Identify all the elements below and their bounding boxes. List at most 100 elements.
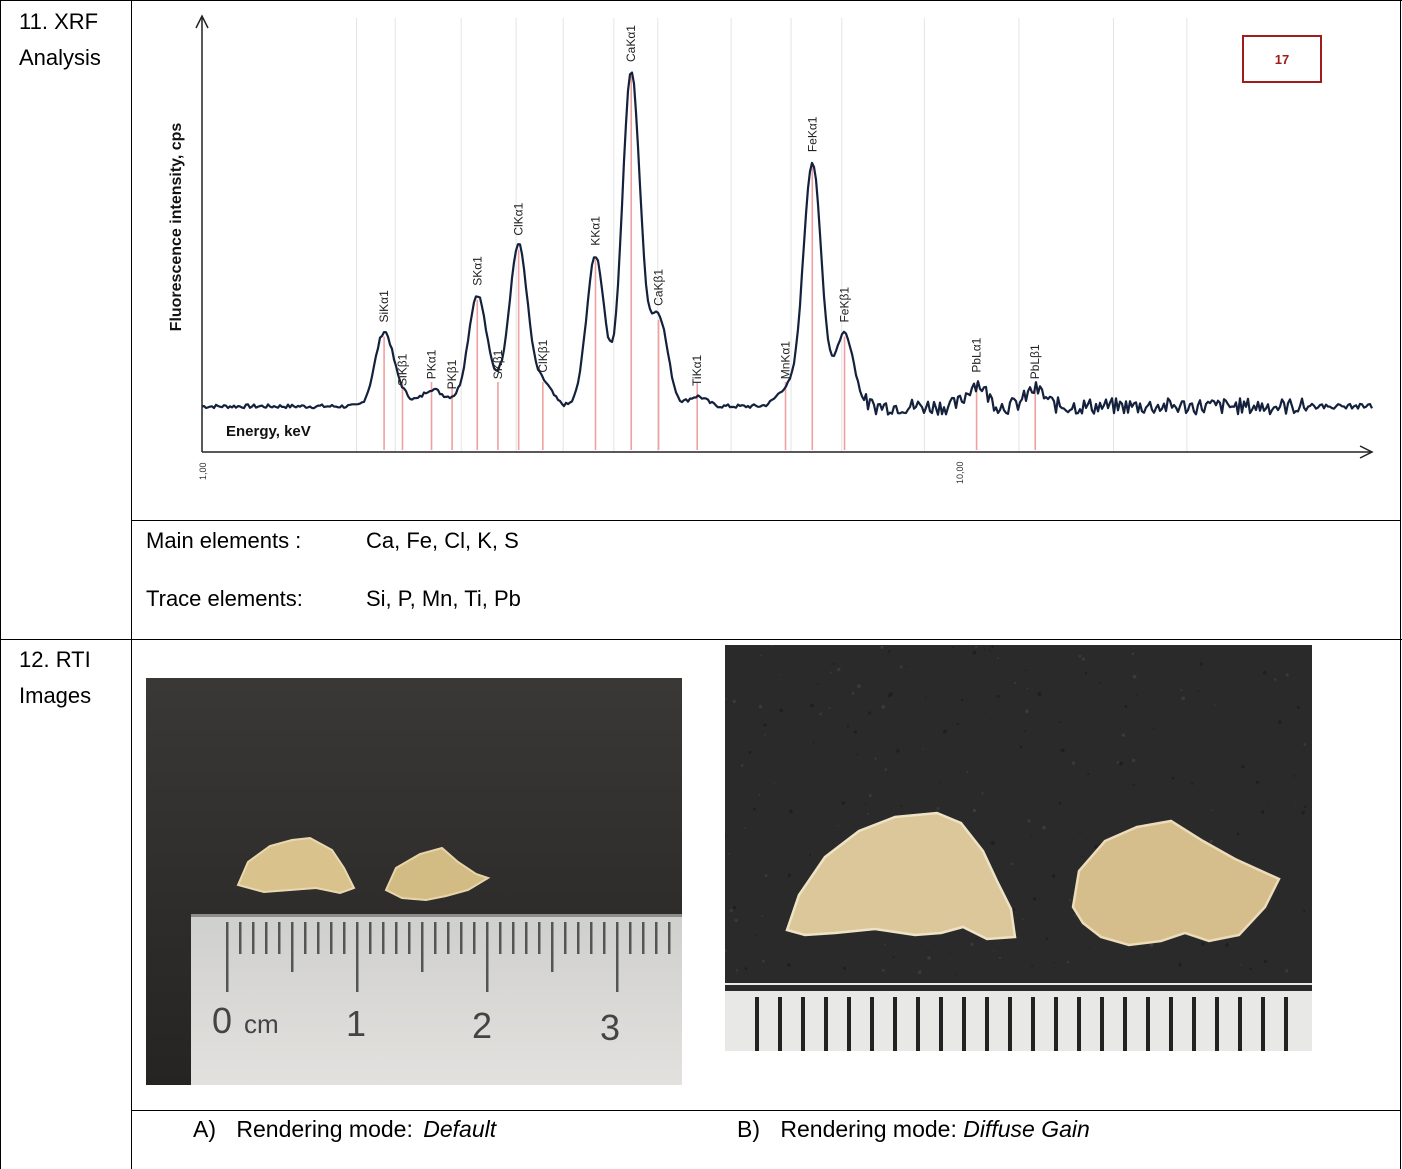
ruler-tick [590, 922, 593, 954]
texture-speck [733, 906, 737, 910]
texture-speck [1303, 909, 1306, 912]
texture-speck [812, 741, 815, 744]
texture-speck [729, 909, 733, 913]
texture-speck [961, 698, 964, 701]
texture-speck [991, 711, 993, 713]
texture-speck [1079, 837, 1081, 840]
ruler-tick [382, 922, 385, 954]
texture-speck [763, 723, 767, 727]
peak-label: PbLβ1 [1028, 344, 1042, 379]
texture-speck [837, 667, 841, 672]
ruler-tick [1192, 997, 1196, 1051]
texture-speck [1078, 654, 1082, 658]
peak-label: SiKα1 [377, 290, 391, 323]
caption-b-text: Rendering mode: [780, 1116, 957, 1142]
peak-label: SKα1 [470, 256, 484, 286]
texture-speck [1278, 720, 1282, 724]
ruler-tick [1008, 997, 1012, 1051]
texture-speck [1240, 963, 1243, 966]
texture-speck [734, 918, 738, 922]
texture-speck [748, 751, 752, 754]
x-axis-label: Energy, keV [226, 423, 311, 440]
texture-speck [1190, 782, 1194, 785]
texture-speck [1267, 804, 1270, 806]
texture-speck [1124, 705, 1128, 709]
texture-speck [868, 794, 872, 797]
peak-label: SiKβ1 [395, 353, 409, 386]
ruler-tick [1169, 997, 1173, 1051]
texture-speck [868, 711, 872, 715]
texture-speck [874, 757, 877, 760]
texture-speck [952, 646, 954, 649]
ruler-tick [778, 997, 782, 1051]
ruler-b-ticks [755, 997, 1288, 1051]
texture-speck [764, 734, 766, 736]
texture-speck [1059, 801, 1062, 805]
texture-speck [728, 852, 731, 855]
texture-speck [819, 712, 822, 716]
ruler-tick [824, 997, 828, 1051]
ruler-tick [369, 922, 372, 954]
ruler-tick [395, 922, 398, 954]
texture-speck [991, 645, 994, 648]
texture-speck [1069, 898, 1072, 901]
texture-speck [810, 703, 814, 708]
texture-speck [1236, 832, 1240, 836]
texture-speck [905, 666, 907, 668]
texture-speck [1031, 835, 1033, 838]
sample-number-badge [1242, 35, 1322, 83]
texture-speck [1037, 692, 1042, 696]
peak-markers [383, 76, 1037, 450]
texture-speck [1201, 942, 1205, 946]
ruler-tick [291, 922, 294, 972]
ruler-tick [1261, 997, 1265, 1051]
fragment-a-right [384, 846, 491, 902]
ruler-tick [265, 922, 268, 954]
rti-image-diffuse-gain [725, 645, 1312, 1051]
rti-image-diffuse-gain-svg [725, 645, 1312, 1051]
texture-speck [779, 708, 783, 713]
y-axis-arrow [195, 14, 209, 29]
ruler-a-label-cm: cm [244, 1009, 279, 1039]
spectrum-line [201, 71, 1373, 416]
ruler-tick [893, 997, 897, 1051]
y-axis-label: Fluorescence intensity, cps [168, 123, 185, 332]
ruler-tick [434, 922, 437, 954]
texture-speck [1012, 907, 1016, 911]
texture-speck [828, 707, 831, 710]
ruler-tick [939, 997, 943, 1051]
texture-speck [1264, 959, 1268, 963]
rti-label-line2: Images [19, 683, 92, 708]
texture-speck [1293, 775, 1296, 777]
texture-speck [761, 914, 763, 917]
texture-speck [997, 657, 999, 659]
texture-speck [788, 809, 793, 814]
texture-speck [754, 934, 757, 937]
texture-speck [1181, 696, 1185, 701]
texture-speck [1301, 811, 1305, 815]
xrf-label-line2: Analysis [19, 45, 101, 70]
texture-speck [856, 753, 859, 756]
ruler-tick [962, 997, 966, 1051]
ruler-tick [1054, 997, 1058, 1051]
ruler-tick [239, 922, 242, 954]
texture-speck [989, 650, 991, 652]
texture-speck [1296, 706, 1300, 709]
texture-speck [1171, 776, 1175, 780]
texture-speck [1059, 721, 1062, 724]
texture-speck [899, 665, 903, 669]
texture-speck [1088, 947, 1090, 949]
texture-speck [774, 782, 776, 784]
peak-label: ClKβ1 [536, 339, 550, 372]
texture-speck [744, 967, 748, 970]
texture-speck [975, 937, 977, 940]
texture-speck [1119, 761, 1123, 766]
ruler-tick [1238, 997, 1242, 1051]
texture-speck [900, 805, 903, 808]
ruler-tick [1146, 997, 1150, 1051]
texture-speck [1131, 758, 1136, 763]
texture-speck [1053, 961, 1055, 964]
peak-label: FeKβ1 [838, 287, 852, 323]
peak-label: MnKα1 [779, 341, 793, 380]
table-border-top [0, 0, 1402, 1]
